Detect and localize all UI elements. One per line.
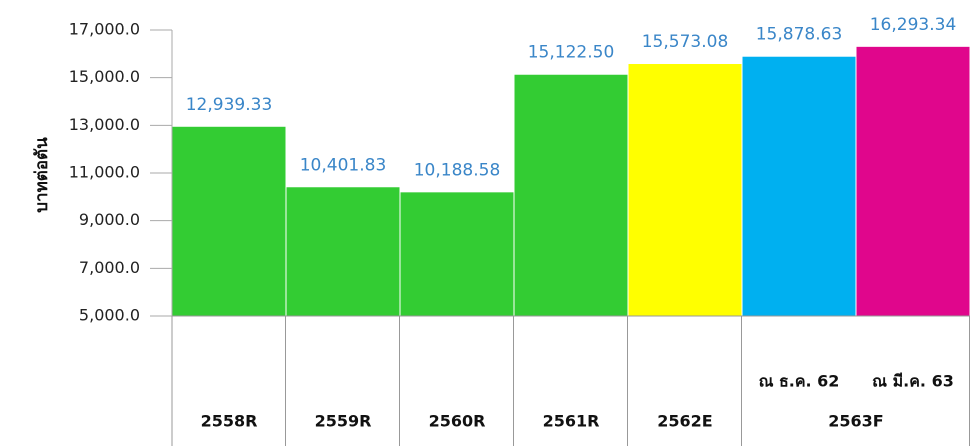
bar (286, 187, 400, 316)
category-label: 2560R (429, 412, 486, 431)
y-tick-label: 15,000.0 (69, 67, 140, 86)
category-label: 2562E (657, 412, 712, 431)
y-tick-label: 9,000.0 (79, 210, 140, 229)
category-label: 2559R (315, 412, 372, 431)
value-label: 15,122.50 (528, 43, 615, 63)
y-tick-label: 7,000.0 (79, 258, 140, 277)
sub-category-label: ณ มี.ค. 63 (872, 372, 954, 391)
category-label: 2563F (828, 412, 883, 431)
y-tick-label: 17,000.0 (69, 20, 140, 39)
sub-category-label: ณ ธ.ค. 62 (759, 372, 840, 391)
bar (400, 192, 514, 316)
bar (514, 74, 628, 316)
category-label: 2561R (543, 412, 600, 431)
y-axis-label: บาทต่อตัน (32, 137, 52, 213)
value-label: 16,293.34 (870, 15, 957, 35)
value-label: 15,573.08 (642, 32, 729, 52)
y-tick-label: 11,000.0 (69, 163, 140, 182)
y-tick-label: 5,000.0 (79, 306, 140, 325)
value-label: 10,188.58 (414, 160, 501, 180)
category-label: 2558R (201, 412, 258, 431)
value-label: 10,401.83 (300, 155, 387, 175)
bar (172, 126, 286, 317)
bar (628, 64, 742, 316)
bar (742, 56, 856, 317)
value-label: 15,878.63 (756, 25, 843, 45)
y-tick-label: 13,000.0 (69, 115, 140, 134)
bar (856, 46, 970, 316)
value-label: 12,939.33 (186, 95, 273, 115)
